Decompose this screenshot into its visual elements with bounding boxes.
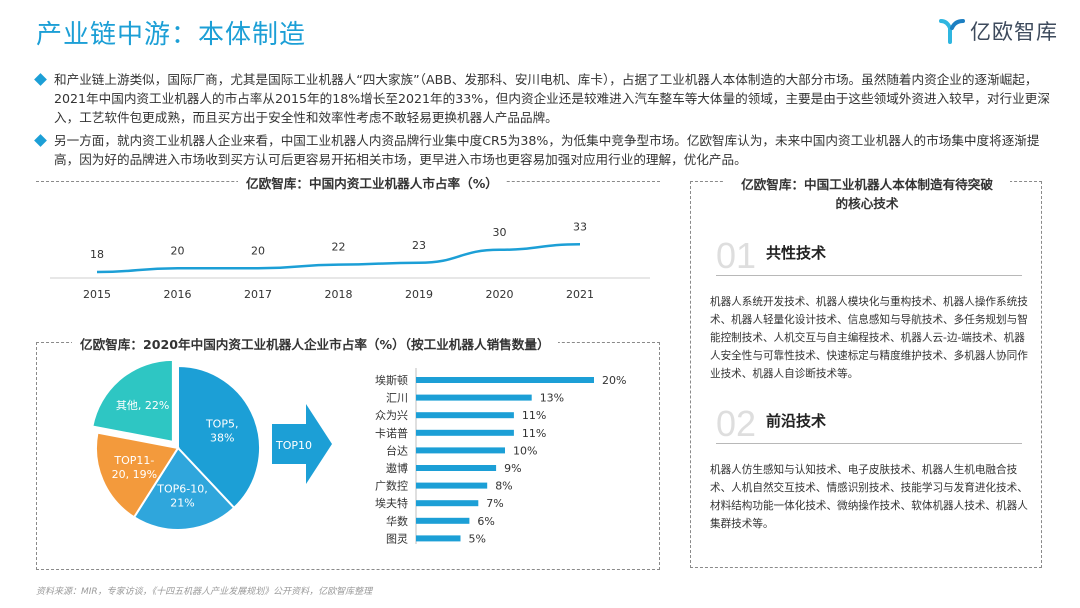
page-title: 产业链中游：本体制造 (36, 20, 307, 50)
bar-value-label: 5% (469, 532, 486, 545)
pie-slice-top11-20 (95, 431, 180, 519)
bar-category-label: 台达 (386, 443, 408, 457)
pie-slice-label: 其他, 22% (116, 399, 169, 412)
bar-value-label: 6% (477, 515, 494, 528)
tech-section-1-number: 01 (716, 235, 757, 276)
intro-paragraph-1: 和产业链上游类似，国际厂商，尤其是国际工业机器人“四大家族”（ABB、发那科、安… (34, 70, 1050, 127)
share-data-label: 18 (90, 248, 104, 261)
share-data-label: 20 (171, 244, 185, 257)
share-data-label: 33 (573, 220, 587, 233)
tech-section-1-body: 机器人系统开发技术、机器人模块化与重构技术、机器人操作系统技术、机器人轻量化设计… (710, 296, 1028, 380)
tech-section-2-header: 02 前沿技术 (716, 404, 1022, 444)
bar-category-label: 埃斯顿 (375, 373, 408, 387)
logo: 亿欧智库 (938, 16, 1058, 46)
top10-arrow-label: TOP10 (275, 439, 312, 452)
company-pie-chart: TOP5, 38% TOP6-10, 21%TOP11-20, 19% 其他, 22% (91, 358, 261, 531)
pie-slice-top5 (177, 364, 261, 510)
company-bar (416, 517, 470, 524)
share-x-tick-label: 2018 (325, 288, 353, 301)
logo-mark-icon (939, 19, 965, 44)
intro-paragraph-2-text: 另一方面，就内资工业机器人企业来看，中国工业机器人内资品牌行业集中度CR5为38… (54, 133, 1040, 167)
company-bar (416, 482, 488, 489)
bar-category-label: 广数控 (375, 479, 408, 493)
bar-value-label: 11% (522, 427, 546, 440)
pie-slice-label: TOP11-20, 19% (112, 454, 157, 481)
company-bar (416, 465, 497, 471)
company-chart-title: 亿欧智库：2020年中国内资工业机器人企业市占率（%）（按工业机器人销售数量） (72, 334, 558, 353)
company-bar (416, 412, 514, 419)
share-data-label: 30 (493, 226, 507, 239)
core-tech-title: 亿欧智库：中国工业机器人本体制造有待突破 的核心技术 (724, 174, 1010, 212)
bar-value-label: 20% (602, 374, 626, 387)
share-x-tick-label: 2015 (83, 288, 111, 301)
intro-paragraph-1-text: 和产业链上游类似，国际厂商，尤其是国际工业机器人“四大家族”（ABB、发那科、安… (54, 72, 1050, 125)
pie-slice-label: TOP6-10, 21% (156, 482, 207, 509)
company-bar-chart: 埃斯顿 20% 汇川 13% 众为兴 11% 卡诺普 11% 台达 10% 遨博 9% 广数控 8% 埃夫特… (375, 368, 626, 545)
bar-value-label: 9% (504, 462, 521, 475)
top10-arrow: TOP10 (272, 404, 332, 484)
share-x-tick-label: 2016 (164, 288, 192, 301)
company-bar (416, 447, 505, 454)
diamond-bullet-icon (34, 73, 47, 86)
tech-section-2-number: 02 (716, 403, 757, 444)
bar-value-label: 8% (495, 480, 512, 493)
share-data-label: 22 (332, 241, 346, 254)
logo-text: 亿欧智库 (970, 20, 1058, 44)
intro-paragraph-2: 另一方面，就内资工业机器人企业来看，中国工业机器人内资品牌行业集中度CR5为38… (34, 131, 1050, 169)
company-bar (416, 500, 479, 507)
bar-value-label: 13% (540, 392, 564, 405)
bar-category-label: 图灵 (386, 532, 408, 545)
pie-slice-label: TOP5, 38% (205, 417, 239, 444)
pie-slice-top6-10 (132, 446, 236, 531)
tech-section-2-name: 前沿技术 (766, 412, 827, 430)
bar-category-label: 华数 (386, 514, 408, 528)
company-bar (416, 429, 514, 436)
core-tech-title-line1: 亿欧智库：中国工业机器人本体制造有待突破 (741, 177, 993, 192)
bar-value-label: 7% (486, 497, 503, 510)
company-bar (416, 535, 461, 542)
tech-section-1-header: 01 共性技术 (716, 236, 1022, 276)
share-data-label: 20 (251, 244, 265, 257)
pie-slice-其他 (91, 358, 174, 444)
source-note: 资料来源：MIR，专家访谈，《十四五机器人产业发展规划》公开资料，亿欧智库整理 (36, 587, 373, 597)
bar-value-label: 11% (522, 409, 546, 422)
tech-section-1-name: 共性技术 (766, 244, 827, 262)
share-x-tick-label: 2017 (244, 288, 272, 301)
core-tech-title-line2: 的核心技术 (835, 196, 899, 211)
share-x-tick-label: 2020 (486, 288, 514, 301)
tech-section-2-body: 机器人仿生感知与认知技术、电子皮肤技术、机器人生机电融合技术、人机自然交互技术、… (710, 464, 1028, 530)
share-data-label: 23 (412, 239, 426, 252)
company-bar (416, 377, 594, 383)
bar-category-label: 卡诺普 (375, 426, 408, 440)
top10-arrow-shape (272, 404, 332, 484)
share-x-tick-label: 2019 (405, 288, 433, 301)
share-x-tick-label: 2021 (566, 288, 594, 301)
company-bar (416, 394, 532, 401)
diamond-bullet-icon (34, 134, 47, 147)
bar-category-label: 众为兴 (375, 409, 408, 422)
bar-category-label: 遨博 (386, 461, 408, 475)
bar-value-label: 10% (513, 444, 537, 457)
share-line-series (96, 243, 581, 274)
bar-category-label: 汇川 (386, 392, 408, 405)
bar-category-label: 埃夫特 (375, 496, 408, 510)
share-chart-title: 亿欧智库：中国内资工业机器人市占率（%） (238, 173, 506, 192)
